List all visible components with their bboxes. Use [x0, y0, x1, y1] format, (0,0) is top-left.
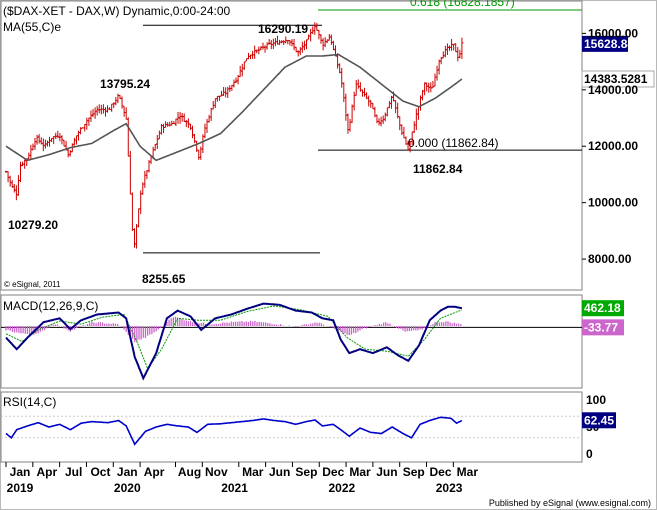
price-tick-label: 14000.00	[588, 83, 638, 97]
ma-badge	[581, 70, 655, 88]
macd-signal-line	[5, 305, 463, 370]
ma-badge-text: 14383.5281	[584, 72, 648, 86]
x-month-label: Jun	[376, 465, 397, 479]
x-month-label: Jul	[65, 465, 82, 479]
chart-title: ($DAX-XET - DAX,W) Dynamic,0:00-24:00	[3, 4, 231, 18]
x-month-label: Sep	[295, 465, 317, 479]
signal-badge	[582, 319, 624, 336]
x-month-label: Dec	[322, 465, 344, 479]
signal-badge-text: -33.77	[584, 320, 618, 334]
fib-000-label: 0.000 (11862.84)	[408, 136, 499, 150]
ma-legend: MA(55,C)e	[3, 20, 61, 34]
price-layer: 0.618 (16828.1857) 0.000 (11862.84) 16290.…	[5, 0, 655, 286]
ma-55-line	[5, 53, 463, 162]
rsi-tick-label: 0	[586, 447, 593, 461]
x-month-label: Aug	[178, 465, 201, 479]
rsi-badge	[582, 412, 616, 429]
price-badge-text: 15628.84	[584, 37, 634, 51]
annotation-10279: 10279.20	[8, 218, 58, 232]
x-month-label: Oct	[90, 465, 110, 479]
x-month-label: Apr	[144, 465, 165, 479]
rsi-line	[5, 416, 463, 446]
x-month-label: Sep	[403, 465, 425, 479]
annotation-high: 16290.19	[258, 22, 308, 36]
x-year-label: 2021	[221, 481, 248, 495]
macd-layer: 462.18 -33.77	[1, 300, 624, 381]
macd-badge-text: 462.18	[584, 301, 621, 315]
x-month-label: Jan	[10, 465, 31, 479]
x-month-label: Mar	[457, 465, 479, 479]
macd-line	[5, 302, 463, 381]
x-month-label: Jan	[117, 465, 138, 479]
axis-layer: 16000.00 14000.00 12000.00 10000.00 8000.00 J…	[5, 26, 638, 495]
price-tick-label: 12000.00	[588, 139, 638, 153]
x-month-label: Mar	[242, 465, 264, 479]
x-year-label: 2020	[114, 481, 141, 495]
x-month-label: Apr	[36, 465, 57, 479]
x-year-label: 2022	[328, 481, 355, 495]
x-month-label: Mar	[349, 465, 371, 479]
x-year-label: 2023	[436, 481, 463, 495]
price-tick-label: 8000.00	[588, 252, 632, 266]
macd-badge	[582, 300, 624, 317]
x-month-label: Dec	[430, 465, 452, 479]
rsi-badge-text: 62.45	[584, 413, 614, 427]
macd-panel	[0, 294, 583, 389]
price-badge	[582, 35, 628, 52]
x-month-label: Nov	[205, 465, 228, 479]
annotation-13795: 13795.24	[100, 77, 150, 91]
copyright-text: © eSignal, 2011	[4, 280, 61, 289]
price-panel	[0, 0, 583, 291]
footer-text: Published by eSignal (www.esignal.com)	[489, 498, 651, 508]
rsi-legend: RSI(14,C)	[3, 395, 56, 409]
x-month-label: Jun	[269, 465, 290, 479]
annotation-low: 8255.65	[142, 272, 186, 286]
macd-legend: MACD(12,26,9,C)	[3, 299, 98, 313]
rsi-tick-label: 100	[586, 393, 606, 407]
fib-618-label: 0.618 (16828.1857)	[410, 0, 515, 9]
annotation-11862: 11862.84	[413, 162, 463, 176]
rsi-layer: 10050062.45	[1, 393, 616, 461]
price-tick-label: 16000.00	[588, 26, 638, 40]
rsi-panel	[0, 391, 583, 463]
price-tick-label: 10000.00	[588, 196, 638, 210]
x-year-label: 2019	[7, 481, 34, 495]
